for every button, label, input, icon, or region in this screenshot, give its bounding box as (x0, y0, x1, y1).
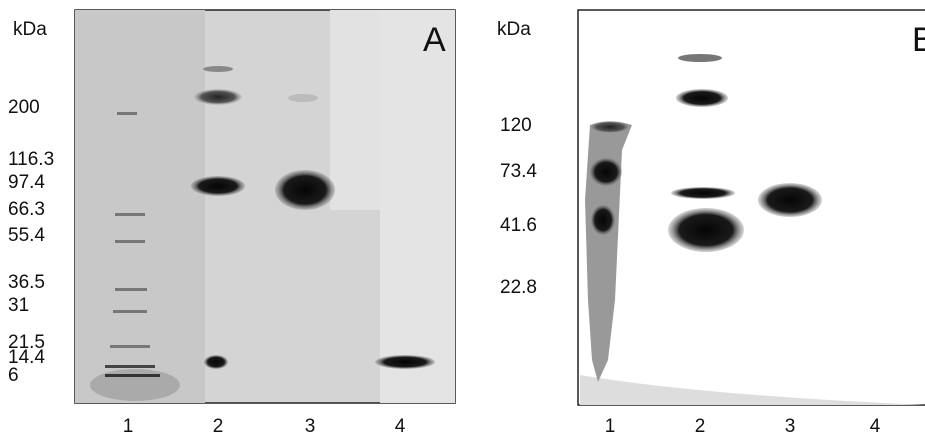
lane-label: 1 (123, 416, 134, 437)
panel-label: A (423, 21, 446, 59)
marker-label: 200 (8, 97, 40, 118)
marker-label: 31 (8, 295, 29, 316)
gel-b (577, 9, 925, 406)
lane-label: 2 (695, 416, 706, 437)
lane-label: 2 (213, 416, 224, 437)
marker-label: 36.5 (8, 272, 45, 293)
marker-label: 14.4 (8, 347, 45, 368)
marker-label: 120 (500, 115, 532, 136)
panel-label: B (912, 21, 925, 59)
marker-label: 55.4 (8, 225, 45, 246)
marker-label: 21.5 (8, 332, 45, 353)
marker-label: 6 (8, 365, 19, 386)
unit-label: kDa (13, 19, 47, 40)
marker-label: 97.4 (8, 172, 45, 193)
unit-label: kDa (497, 19, 531, 40)
lane-label: 3 (785, 416, 796, 437)
marker-label: 116.3 (8, 149, 54, 170)
marker-label: 22.8 (500, 277, 537, 298)
lane-label: 3 (305, 416, 316, 437)
marker-label: 41.6 (500, 215, 537, 236)
marker-label: 73.4 (500, 161, 537, 182)
lane-label: 4 (395, 416, 406, 437)
gel-a (74, 9, 456, 404)
lane-label: 4 (870, 416, 881, 437)
lane-label: 1 (605, 416, 616, 437)
marker-label: 66.3 (8, 199, 45, 220)
